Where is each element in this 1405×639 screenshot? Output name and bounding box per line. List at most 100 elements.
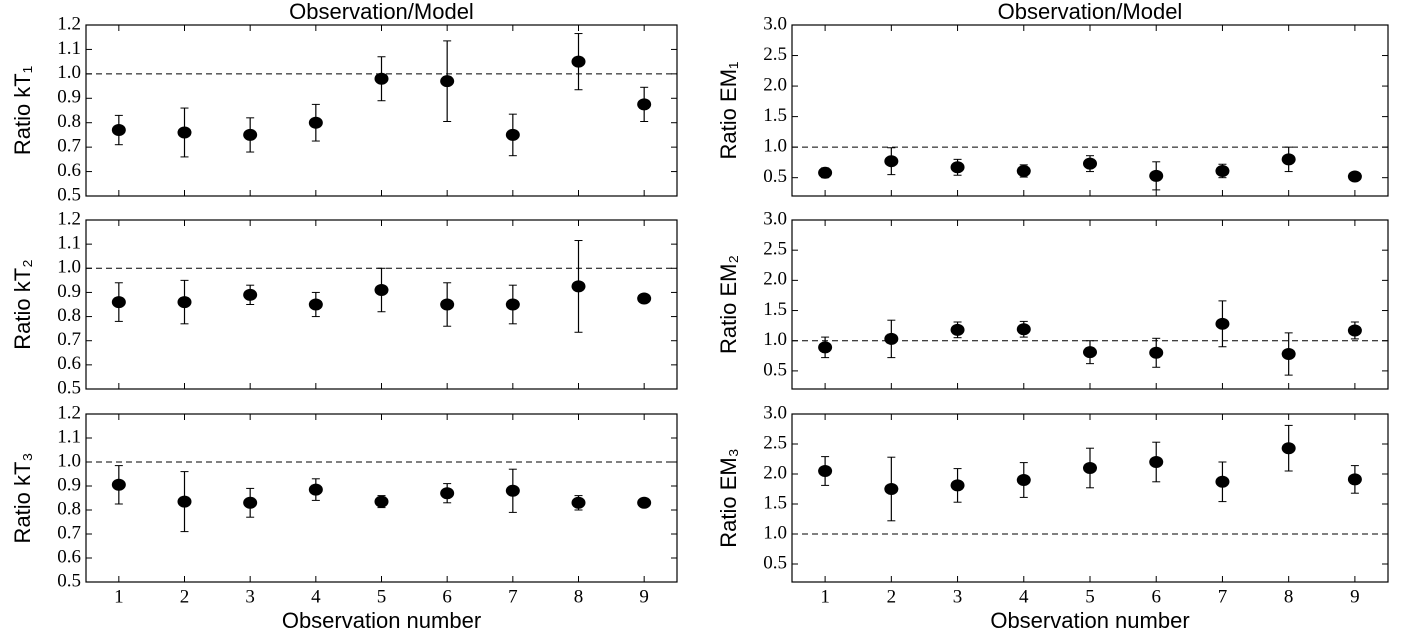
y-axis-label: Ratio kT₂ (10, 259, 35, 349)
y-tick-label: 1.0 (57, 450, 81, 471)
data-point (1016, 323, 1031, 336)
data-point (818, 465, 833, 477)
data-point (1347, 324, 1362, 337)
data-point (950, 161, 965, 174)
data-point (308, 116, 323, 129)
data-point (374, 495, 389, 508)
data-point (177, 126, 192, 139)
y-tick-label: 0.5 (57, 184, 81, 205)
data-point (374, 284, 389, 297)
y-tick-label: 1.0 (57, 257, 81, 278)
data-point (177, 495, 192, 508)
y-axis-label: Ratio EM₂ (716, 255, 741, 354)
data-point (1281, 153, 1296, 166)
data-point (950, 323, 965, 336)
data-point (440, 75, 455, 88)
data-point (571, 55, 586, 68)
x-tick-label: 1 (114, 586, 124, 607)
x-tick-label: 4 (311, 586, 321, 607)
y-tick-label: 2.5 (763, 239, 787, 260)
data-point (571, 280, 586, 293)
data-point (1149, 346, 1164, 359)
data-point (1215, 164, 1230, 177)
plot-frame (85, 24, 678, 197)
data-point (950, 479, 965, 492)
y-tick-label: 1.2 (57, 13, 81, 34)
y-tick-label: 0.8 (57, 305, 81, 326)
data-point (1281, 442, 1296, 455)
x-tick-label: 6 (1151, 586, 1161, 607)
y-tick-label: 3.0 (763, 13, 787, 34)
y-tick-label: 1.2 (57, 402, 81, 423)
y-axis-label: Ratio kT₃ (10, 453, 35, 544)
x-tick-label: 7 (1218, 586, 1228, 607)
data-point (243, 288, 258, 301)
x-tick-label: 6 (442, 586, 452, 607)
y-tick-label: 1.0 (763, 522, 787, 543)
data-point (1347, 170, 1362, 183)
x-tick-label: 7 (508, 586, 518, 607)
data-point (1215, 475, 1230, 488)
data-point (571, 496, 586, 509)
data-point (884, 155, 899, 168)
y-tick-label: 0.6 (57, 353, 81, 374)
data-point (1083, 157, 1097, 170)
x-tick-label: 8 (1284, 586, 1294, 607)
x-tick-label: 2 (887, 586, 897, 607)
x-tick-label: 5 (377, 586, 387, 607)
y-tick-label: 0.8 (57, 498, 81, 519)
y-axis-label: Ratio EM₁ (716, 62, 741, 160)
data-point (177, 296, 192, 309)
data-point (637, 292, 652, 305)
x-tick-label: 4 (1019, 586, 1029, 607)
data-point (884, 332, 899, 345)
y-tick-label: 0.9 (57, 281, 81, 302)
data-point (818, 341, 833, 354)
data-point (308, 483, 323, 496)
y-tick-label: 2.0 (763, 462, 787, 483)
y-tick-label: 2.5 (763, 432, 787, 453)
data-point (243, 496, 258, 509)
x-tick-label: 9 (1350, 586, 1360, 607)
y-tick-label: 0.7 (57, 136, 81, 157)
y-tick-label: 0.5 (57, 570, 81, 591)
y-tick-label: 1.5 (763, 492, 787, 513)
y-tick-label: 0.5 (763, 552, 787, 573)
x-axis-label: Observation number (990, 608, 1189, 633)
data-point (505, 484, 520, 497)
y-tick-label: 0.9 (57, 474, 81, 495)
y-tick-label: 1.0 (763, 329, 787, 350)
y-tick-label: 1.1 (57, 233, 81, 254)
y-tick-label: 1.5 (763, 299, 787, 320)
x-tick-label: 3 (953, 586, 963, 607)
y-tick-label: 3.0 (763, 208, 787, 229)
data-point (111, 296, 126, 309)
data-point (884, 483, 899, 495)
chart-title: Observation/Model (289, 0, 474, 24)
data-point (111, 478, 126, 491)
y-tick-label: 1.5 (763, 105, 787, 126)
data-point (1016, 164, 1031, 177)
data-point (637, 496, 652, 509)
data-point (637, 98, 652, 111)
y-tick-label: 2.5 (763, 44, 787, 65)
y-tick-label: 0.6 (57, 160, 81, 181)
y-axis-label: Ratio kT₁ (10, 66, 35, 155)
data-point (1149, 169, 1164, 182)
y-tick-label: 3.0 (763, 402, 787, 423)
y-tick-label: 0.5 (57, 377, 81, 398)
data-point (818, 166, 833, 179)
y-axis-label: Ratio EM₃ (716, 448, 741, 547)
x-tick-label: 1 (820, 586, 830, 607)
y-tick-label: 0.6 (57, 546, 81, 567)
x-tick-label: 9 (639, 586, 649, 607)
data-point (1083, 462, 1097, 474)
data-point (243, 128, 258, 141)
x-axis-label: Observation number (282, 608, 481, 633)
chart-title: Observation/Model (998, 0, 1183, 24)
y-tick-label: 0.5 (763, 359, 787, 380)
data-point (440, 487, 455, 500)
data-point (308, 298, 323, 311)
data-point (1149, 456, 1164, 468)
